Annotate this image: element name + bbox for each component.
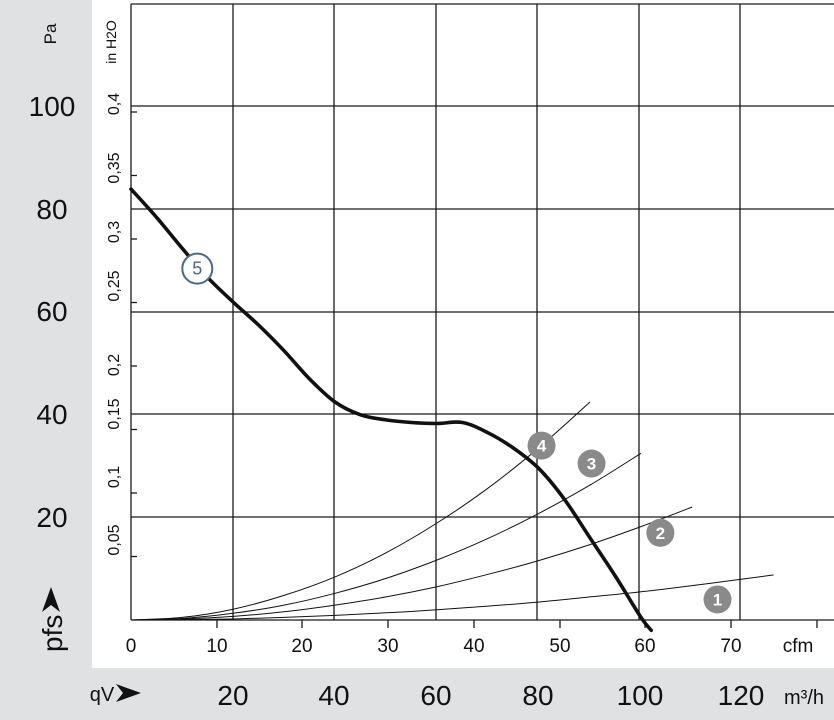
cfm-tick-label: 30 bbox=[377, 636, 398, 657]
pa-tick-label: 20 bbox=[36, 502, 67, 533]
curve-marker-label: 1 bbox=[713, 590, 722, 609]
m3h-tick-label: 40 bbox=[318, 680, 349, 711]
cfm-tick-label: 0 bbox=[126, 636, 137, 657]
inh2o-tick-label: 0,05 bbox=[106, 524, 123, 555]
system-curve-4 bbox=[130, 401, 591, 621]
cfm-unit-label: cfm bbox=[783, 636, 814, 657]
bottom-axis-band bbox=[92, 668, 834, 720]
cfm-tick-label: 50 bbox=[549, 636, 570, 657]
system-curve-3 bbox=[130, 452, 642, 621]
inh2o-unit-label: in H2O bbox=[103, 20, 119, 64]
inh2o-tick-label: 0,2 bbox=[106, 354, 123, 376]
cfm-tick-label: 10 bbox=[206, 636, 227, 657]
flow-m3h-axis: qV 20 40 60 80 100 120 m³/h bbox=[90, 680, 824, 711]
pa-tick-label: 40 bbox=[36, 399, 67, 430]
m3h-unit-label: m³/h bbox=[784, 687, 824, 709]
curves bbox=[129, 187, 774, 633]
curve-marker-label: 3 bbox=[587, 455, 596, 474]
m3h-tick-label: 100 bbox=[617, 680, 664, 711]
m3h-tick-label: 120 bbox=[718, 680, 765, 711]
pa-tick-label: 60 bbox=[36, 296, 67, 327]
curve-marker-label: 4 bbox=[537, 437, 547, 456]
pfs-label: pfs bbox=[37, 615, 68, 652]
curve-marker-4 bbox=[527, 431, 556, 460]
curve-marker-3 bbox=[577, 449, 606, 478]
cfm-tick-label: 40 bbox=[463, 636, 484, 657]
pressure-pa-axis: Pa 100 80 60 40 20 pfs bbox=[29, 23, 76, 652]
flow-cfm-axis: 0 10 20 30 40 50 60 70 cfm bbox=[126, 636, 814, 657]
cfm-tick-label: 70 bbox=[720, 636, 741, 657]
performance-curve bbox=[129, 187, 653, 633]
pa-tick-label: 80 bbox=[36, 194, 67, 225]
inh2o-tick-label: 0,3 bbox=[106, 221, 123, 243]
curve-marker-5 bbox=[181, 252, 214, 285]
m3h-tick-label: 80 bbox=[522, 680, 553, 711]
curve-marker-1 bbox=[703, 585, 732, 614]
grid bbox=[130, 3, 834, 628]
cfm-tick-label: 60 bbox=[634, 636, 655, 657]
curve-markers: 5 4 3 2 1 bbox=[181, 252, 732, 614]
curve-marker-label: 5 bbox=[192, 259, 202, 279]
curve-marker-2 bbox=[646, 518, 675, 547]
left-axis-band bbox=[0, 0, 92, 720]
pa-tick-label: 100 bbox=[29, 91, 76, 122]
m3h-tick-label: 60 bbox=[420, 680, 451, 711]
inh2o-tick-label: 0,35 bbox=[106, 152, 123, 183]
pa-unit-label: Pa bbox=[41, 23, 60, 44]
up-arrow-icon bbox=[42, 587, 60, 612]
pressure-inh2o-axis: in H2O 0,05 0,1 0,15 0,2 0,25 0,3 0,35 0… bbox=[103, 20, 123, 555]
inh2o-tick-label: 0,25 bbox=[106, 270, 123, 301]
inh2o-tick-label: 0,1 bbox=[106, 466, 123, 488]
system-curve-1 bbox=[130, 574, 774, 621]
curve-marker-label: 2 bbox=[656, 524, 665, 543]
cfm-tick-label: 20 bbox=[291, 636, 312, 657]
inh2o-tick-label: 0,4 bbox=[106, 93, 123, 115]
inh2o-tick-label: 0,15 bbox=[106, 398, 123, 429]
qv-label: qV bbox=[90, 684, 115, 706]
right-arrow-icon bbox=[116, 684, 141, 702]
m3h-tick-label: 20 bbox=[217, 680, 248, 711]
